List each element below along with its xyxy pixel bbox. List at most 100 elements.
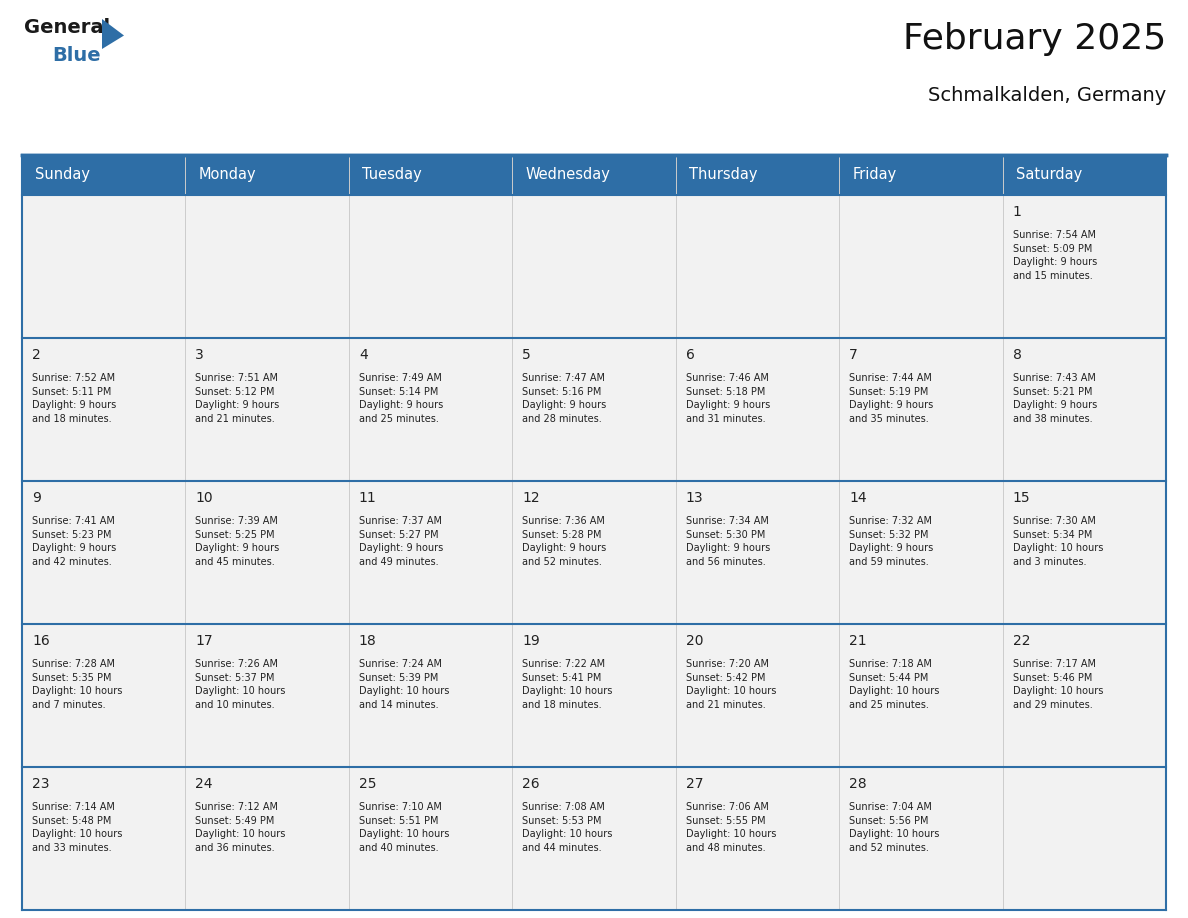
- Bar: [1003, 624, 1165, 767]
- Text: Sunrise: 7:08 AM
Sunset: 5:53 PM
Daylight: 10 hours
and 44 minutes.: Sunrise: 7:08 AM Sunset: 5:53 PM Dayligh…: [523, 802, 613, 853]
- Bar: [1003, 481, 1165, 624]
- Text: Sunrise: 7:39 AM
Sunset: 5:25 PM
Daylight: 9 hours
and 45 minutes.: Sunrise: 7:39 AM Sunset: 5:25 PM Dayligh…: [196, 516, 279, 566]
- Bar: [676, 338, 839, 481]
- Text: Sunrise: 7:32 AM
Sunset: 5:32 PM
Daylight: 9 hours
and 59 minutes.: Sunrise: 7:32 AM Sunset: 5:32 PM Dayligh…: [849, 516, 934, 566]
- Text: 7: 7: [849, 348, 858, 362]
- Bar: [676, 481, 839, 624]
- Text: 28: 28: [849, 777, 867, 791]
- Polygon shape: [102, 19, 124, 49]
- Text: Sunrise: 7:04 AM
Sunset: 5:56 PM
Daylight: 10 hours
and 52 minutes.: Sunrise: 7:04 AM Sunset: 5:56 PM Dayligh…: [849, 802, 940, 853]
- Text: 3: 3: [196, 348, 204, 362]
- Text: Sunrise: 7:37 AM
Sunset: 5:27 PM
Daylight: 9 hours
and 49 minutes.: Sunrise: 7:37 AM Sunset: 5:27 PM Dayligh…: [359, 516, 443, 566]
- Text: 22: 22: [1012, 634, 1030, 648]
- Text: 6: 6: [685, 348, 695, 362]
- Bar: [512, 338, 676, 481]
- Text: General: General: [24, 18, 110, 37]
- Bar: [349, 624, 512, 767]
- Bar: [185, 155, 349, 195]
- Text: 26: 26: [523, 777, 539, 791]
- Text: 19: 19: [523, 634, 541, 648]
- Text: Sunrise: 7:20 AM
Sunset: 5:42 PM
Daylight: 10 hours
and 21 minutes.: Sunrise: 7:20 AM Sunset: 5:42 PM Dayligh…: [685, 659, 776, 710]
- Text: Sunrise: 7:24 AM
Sunset: 5:39 PM
Daylight: 10 hours
and 14 minutes.: Sunrise: 7:24 AM Sunset: 5:39 PM Dayligh…: [359, 659, 449, 710]
- Text: Saturday: Saturday: [1016, 167, 1082, 183]
- Bar: [185, 338, 349, 481]
- Bar: [349, 481, 512, 624]
- Text: Sunrise: 7:54 AM
Sunset: 5:09 PM
Daylight: 9 hours
and 15 minutes.: Sunrise: 7:54 AM Sunset: 5:09 PM Dayligh…: [1012, 230, 1097, 281]
- Text: 24: 24: [196, 777, 213, 791]
- Text: 13: 13: [685, 491, 703, 505]
- Text: Wednesday: Wednesday: [525, 167, 611, 183]
- Text: Schmalkalden, Germany: Schmalkalden, Germany: [928, 86, 1165, 105]
- Bar: [839, 481, 1003, 624]
- Bar: [185, 481, 349, 624]
- Text: February 2025: February 2025: [903, 22, 1165, 56]
- Text: Sunrise: 7:30 AM
Sunset: 5:34 PM
Daylight: 10 hours
and 3 minutes.: Sunrise: 7:30 AM Sunset: 5:34 PM Dayligh…: [1012, 516, 1102, 566]
- Text: Friday: Friday: [852, 167, 897, 183]
- Bar: [512, 767, 676, 910]
- Bar: [185, 195, 349, 338]
- Text: Sunrise: 7:49 AM
Sunset: 5:14 PM
Daylight: 9 hours
and 25 minutes.: Sunrise: 7:49 AM Sunset: 5:14 PM Dayligh…: [359, 373, 443, 424]
- Text: Sunrise: 7:18 AM
Sunset: 5:44 PM
Daylight: 10 hours
and 25 minutes.: Sunrise: 7:18 AM Sunset: 5:44 PM Dayligh…: [849, 659, 940, 710]
- Bar: [1003, 767, 1165, 910]
- Bar: [676, 767, 839, 910]
- Text: 27: 27: [685, 777, 703, 791]
- Bar: [349, 155, 512, 195]
- Text: Sunrise: 7:14 AM
Sunset: 5:48 PM
Daylight: 10 hours
and 33 minutes.: Sunrise: 7:14 AM Sunset: 5:48 PM Dayligh…: [32, 802, 122, 853]
- Bar: [23, 338, 185, 481]
- Text: Sunrise: 7:22 AM
Sunset: 5:41 PM
Daylight: 10 hours
and 18 minutes.: Sunrise: 7:22 AM Sunset: 5:41 PM Dayligh…: [523, 659, 613, 710]
- Text: Sunrise: 7:34 AM
Sunset: 5:30 PM
Daylight: 9 hours
and 56 minutes.: Sunrise: 7:34 AM Sunset: 5:30 PM Dayligh…: [685, 516, 770, 566]
- Bar: [23, 624, 185, 767]
- Text: Sunrise: 7:26 AM
Sunset: 5:37 PM
Daylight: 10 hours
and 10 minutes.: Sunrise: 7:26 AM Sunset: 5:37 PM Dayligh…: [196, 659, 286, 710]
- Text: 11: 11: [359, 491, 377, 505]
- Bar: [23, 767, 185, 910]
- Text: Sunrise: 7:44 AM
Sunset: 5:19 PM
Daylight: 9 hours
and 35 minutes.: Sunrise: 7:44 AM Sunset: 5:19 PM Dayligh…: [849, 373, 934, 424]
- Text: Sunrise: 7:46 AM
Sunset: 5:18 PM
Daylight: 9 hours
and 31 minutes.: Sunrise: 7:46 AM Sunset: 5:18 PM Dayligh…: [685, 373, 770, 424]
- Text: Sunrise: 7:52 AM
Sunset: 5:11 PM
Daylight: 9 hours
and 18 minutes.: Sunrise: 7:52 AM Sunset: 5:11 PM Dayligh…: [32, 373, 116, 424]
- Bar: [349, 195, 512, 338]
- Bar: [839, 338, 1003, 481]
- Bar: [23, 195, 185, 338]
- Text: Sunday: Sunday: [34, 167, 90, 183]
- Text: Sunrise: 7:47 AM
Sunset: 5:16 PM
Daylight: 9 hours
and 28 minutes.: Sunrise: 7:47 AM Sunset: 5:16 PM Dayligh…: [523, 373, 607, 424]
- Bar: [676, 195, 839, 338]
- Text: Sunrise: 7:28 AM
Sunset: 5:35 PM
Daylight: 10 hours
and 7 minutes.: Sunrise: 7:28 AM Sunset: 5:35 PM Dayligh…: [32, 659, 122, 710]
- Bar: [1003, 338, 1165, 481]
- Bar: [1003, 155, 1165, 195]
- Text: 18: 18: [359, 634, 377, 648]
- Bar: [185, 767, 349, 910]
- Bar: [512, 481, 676, 624]
- Text: Sunrise: 7:41 AM
Sunset: 5:23 PM
Daylight: 9 hours
and 42 minutes.: Sunrise: 7:41 AM Sunset: 5:23 PM Dayligh…: [32, 516, 116, 566]
- Bar: [839, 195, 1003, 338]
- Bar: [1003, 195, 1165, 338]
- Text: 4: 4: [359, 348, 367, 362]
- Text: 12: 12: [523, 491, 539, 505]
- Text: Sunrise: 7:06 AM
Sunset: 5:55 PM
Daylight: 10 hours
and 48 minutes.: Sunrise: 7:06 AM Sunset: 5:55 PM Dayligh…: [685, 802, 776, 853]
- Text: 20: 20: [685, 634, 703, 648]
- Text: 5: 5: [523, 348, 531, 362]
- Bar: [512, 195, 676, 338]
- Bar: [512, 624, 676, 767]
- Bar: [23, 155, 185, 195]
- Text: Monday: Monday: [198, 167, 257, 183]
- Text: 15: 15: [1012, 491, 1030, 505]
- Text: Tuesday: Tuesday: [362, 167, 422, 183]
- Text: Thursday: Thursday: [689, 167, 757, 183]
- Bar: [676, 155, 839, 195]
- Bar: [512, 155, 676, 195]
- Bar: [839, 767, 1003, 910]
- Bar: [676, 624, 839, 767]
- Text: 2: 2: [32, 348, 40, 362]
- Text: 10: 10: [196, 491, 213, 505]
- Text: Sunrise: 7:12 AM
Sunset: 5:49 PM
Daylight: 10 hours
and 36 minutes.: Sunrise: 7:12 AM Sunset: 5:49 PM Dayligh…: [196, 802, 286, 853]
- Text: 9: 9: [32, 491, 40, 505]
- Text: Sunrise: 7:10 AM
Sunset: 5:51 PM
Daylight: 10 hours
and 40 minutes.: Sunrise: 7:10 AM Sunset: 5:51 PM Dayligh…: [359, 802, 449, 853]
- Text: 14: 14: [849, 491, 867, 505]
- Bar: [185, 624, 349, 767]
- Text: 25: 25: [359, 777, 377, 791]
- Text: Sunrise: 7:36 AM
Sunset: 5:28 PM
Daylight: 9 hours
and 52 minutes.: Sunrise: 7:36 AM Sunset: 5:28 PM Dayligh…: [523, 516, 607, 566]
- Bar: [23, 481, 185, 624]
- Text: Sunrise: 7:17 AM
Sunset: 5:46 PM
Daylight: 10 hours
and 29 minutes.: Sunrise: 7:17 AM Sunset: 5:46 PM Dayligh…: [1012, 659, 1102, 710]
- Bar: [349, 767, 512, 910]
- Text: 1: 1: [1012, 205, 1022, 219]
- Text: 23: 23: [32, 777, 50, 791]
